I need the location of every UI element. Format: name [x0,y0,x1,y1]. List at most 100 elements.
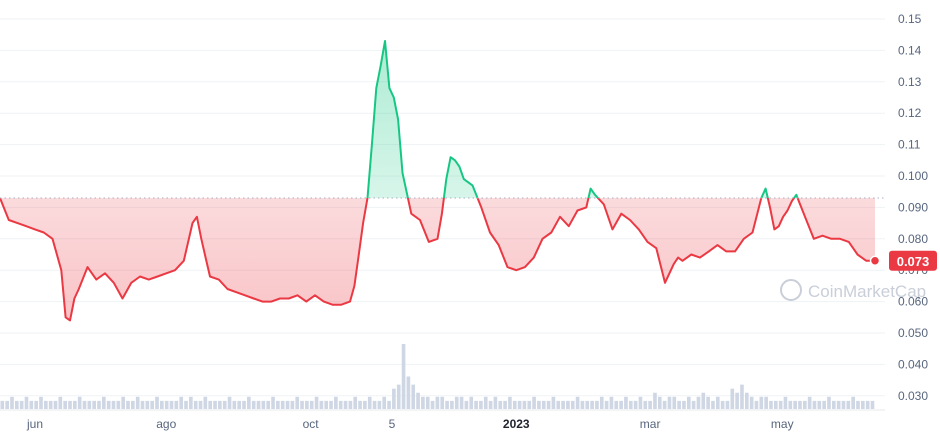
volume-bar [691,400,696,409]
volume-bar [131,400,135,409]
volume-bar [237,400,242,409]
volume-bar [846,400,851,409]
volume-bar [517,400,522,409]
volume-bar [305,400,309,409]
volume-bar [802,400,807,409]
y-tick-label: 0.040 [898,357,928,371]
watermark: CoinMarketCap [780,279,926,301]
volume-bar [778,400,783,409]
volume-bar [179,396,184,409]
volume-bar [686,396,691,409]
current-price-label: 0.073 [897,254,930,269]
volume-bar [295,396,300,409]
volume-bars [0,344,875,409]
volume-bar [483,396,488,409]
y-tick-label: 0.15 [898,12,922,26]
watermark-text: CoinMarketCap [808,282,926,301]
volume-bar [135,396,140,409]
volume-bar [382,396,387,409]
volume-bar [638,396,643,409]
volume-bar [720,400,725,409]
volume-bar [92,400,96,409]
volume-bar [503,400,507,409]
y-tick-label: 0.060 [898,295,928,309]
volume-bar [677,400,681,409]
volume-bar [754,400,759,409]
volume-bar [609,396,614,409]
volume-bar [367,396,372,409]
volume-bar [827,396,831,409]
volume-bar [271,396,275,409]
volume-bar [203,396,208,409]
volume-bar [174,400,179,409]
y-tick-label: 0.090 [898,200,928,214]
volume-bar [546,400,551,409]
volume-bar [841,400,846,409]
volume-bar [150,400,154,409]
volume-bar [459,396,464,409]
volume-bar [15,400,19,409]
volume-bar [508,396,512,409]
volume-bar [406,376,411,409]
volume-bar [624,396,628,409]
y-tick-label: 0.050 [898,326,928,340]
x-axis-ticks: jun ago oct 5 2023 mar may [26,417,794,431]
volume-bar [285,400,290,409]
volume-bar [324,400,329,409]
volume-bar [653,392,657,409]
y-tick-label: 0.030 [898,389,928,403]
volume-bar [314,396,319,409]
volume-bar [440,396,445,409]
volume-bar [706,396,710,409]
volume-bar [831,400,836,409]
volume-bar [614,400,619,409]
volume-bar [856,400,860,409]
volume-bar [411,384,416,409]
volume-bar [696,396,701,409]
volume-bar [343,400,348,409]
volume-bar [628,400,633,409]
volume-bar [522,400,527,409]
volume-bar [851,396,855,409]
volume-bar [155,396,159,409]
volume-bar [208,400,213,409]
volume-bar [527,400,532,409]
volume-bar [711,400,715,409]
volume-bar [474,400,478,409]
volume-bar [798,400,802,409]
volume-bar [189,396,193,409]
volume-bar [396,384,401,409]
volume-bar [488,400,493,409]
volume-bar [764,396,768,409]
current-price-dot [869,255,881,267]
volume-bar [227,396,232,409]
volume-bar [667,396,672,409]
volume-bar [493,396,498,409]
volume-bar [145,400,150,409]
volume-bar [53,400,58,409]
volume-bar [585,400,590,409]
volume-bar [416,392,420,409]
volume-bar [715,396,720,409]
volume-bar [590,400,594,409]
volume-bar [561,400,565,409]
volume-bar [836,400,841,409]
volume-bar [788,400,793,409]
volume-bar [740,384,744,409]
volume-bar [77,396,82,409]
volume-bar [807,396,812,409]
volume-bar [657,396,662,409]
volume-bar [48,400,53,409]
y-tick-label: 0.100 [898,169,928,183]
volume-bar [633,400,638,409]
volume-bar [169,400,174,409]
volume-bar [261,400,266,409]
volume-bar [68,400,72,409]
volume-bar [266,400,271,409]
y-tick-label: 0.14 [898,43,922,57]
volume-bar [232,400,237,409]
volume-bar [372,400,377,409]
volume-bar [435,396,440,409]
volume-bar [430,400,435,409]
